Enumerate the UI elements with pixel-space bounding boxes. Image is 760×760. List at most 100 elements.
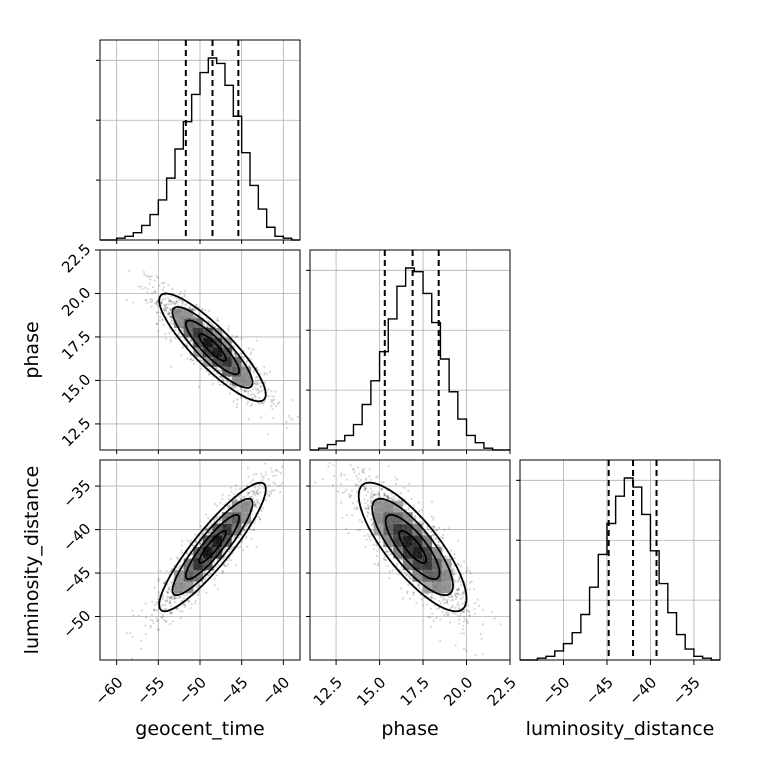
sample-dot [162,308,165,312]
sample-dot [250,495,253,498]
sample-dot [153,603,156,606]
hist-panel-luminosity_distance [516,459,721,661]
sample-dot [448,595,451,598]
sample-dot [251,479,255,482]
sample-dot [217,380,220,383]
sample-dot [432,525,435,528]
sample-dot [173,595,176,598]
sample-dot [344,443,346,445]
sample-dot [221,569,224,573]
sample-dot [194,533,197,536]
sample-dot [170,611,173,615]
sample-dot [235,405,239,409]
sample-dot [159,311,162,314]
sample-dot [213,577,216,580]
sample-dot [380,487,383,490]
sample-dot [227,376,231,379]
sample-dot [332,464,335,467]
sample-dot [132,301,135,304]
sample-dot [235,498,238,501]
sample-dot [183,338,186,342]
sample-dot [406,592,409,595]
sample-dot [168,300,171,303]
sample-dot [204,529,207,532]
sample-dot [401,558,404,561]
sample-dot [390,492,393,495]
sample-dot [341,516,344,520]
sample-dot [221,497,224,501]
sample-dot [172,598,176,601]
sample-dot [221,376,224,379]
sample-dot [131,636,134,639]
sample-dot [438,544,442,548]
sample-dot [443,555,446,558]
sample-dot [255,383,258,386]
sample-dot [446,601,449,604]
density-bin [174,581,184,594]
sample-dot [347,493,350,496]
sample-dot [253,503,257,507]
sample-dot [271,407,274,410]
density-bin [202,558,213,571]
contour-1sigma [384,513,441,581]
sample-dot [432,516,435,519]
sample-dot [210,528,213,531]
sample-dot [236,389,239,392]
sample-dot [249,358,252,361]
sample-dot [366,499,369,502]
sample-dot [151,600,154,603]
sample-dot [234,564,237,567]
density-bin [231,523,242,536]
sample-dot [263,381,267,384]
sample-dot [244,525,248,528]
sample-dot [452,567,455,570]
sample-dot [218,375,221,378]
sample-dot [254,491,257,494]
sample-dot [276,485,279,488]
sample-dot [252,497,255,500]
sample-dot [460,632,463,635]
sample-dot [242,496,245,499]
sample-dot [356,466,359,469]
sample-dot [245,523,249,526]
sample-dot [207,320,211,323]
sample-dot [263,365,266,369]
sample-dot [466,620,469,623]
sample-dot [470,580,473,583]
sample-dot [174,337,177,340]
density-bin [212,347,223,358]
sample-dot [163,608,166,611]
density-bin [441,581,452,594]
sample-dot [139,647,143,651]
sample-dot [161,597,165,600]
sample-dot [417,510,421,513]
sample-dot [170,580,173,583]
sample-dot [456,589,460,592]
sample-dot [351,514,354,517]
sample-dot [247,492,250,495]
sample-dot [481,622,484,626]
sample-dot [153,586,156,589]
sample-dot [256,501,259,504]
sample-dot [164,620,167,623]
sample-dot [370,523,374,526]
sample-dot [245,545,249,548]
density-bin [222,512,232,524]
sample-dot [345,478,348,481]
sample-dot [242,363,245,367]
sample-dot [363,498,366,501]
sample-dot [481,653,484,656]
sample-dot [169,596,172,599]
sample-dot [383,494,386,497]
sample-dot [267,478,270,481]
sample-dot [366,514,369,517]
joint-panel-geocent_time-phase [99,249,301,451]
sample-dot [410,497,413,501]
sample-dot [209,529,212,533]
sample-dot [388,570,392,573]
sample-dot [177,332,181,335]
sample-dot [376,493,379,496]
sample-dot [482,608,485,611]
sample-dot [223,563,226,566]
sample-dot [178,298,181,301]
